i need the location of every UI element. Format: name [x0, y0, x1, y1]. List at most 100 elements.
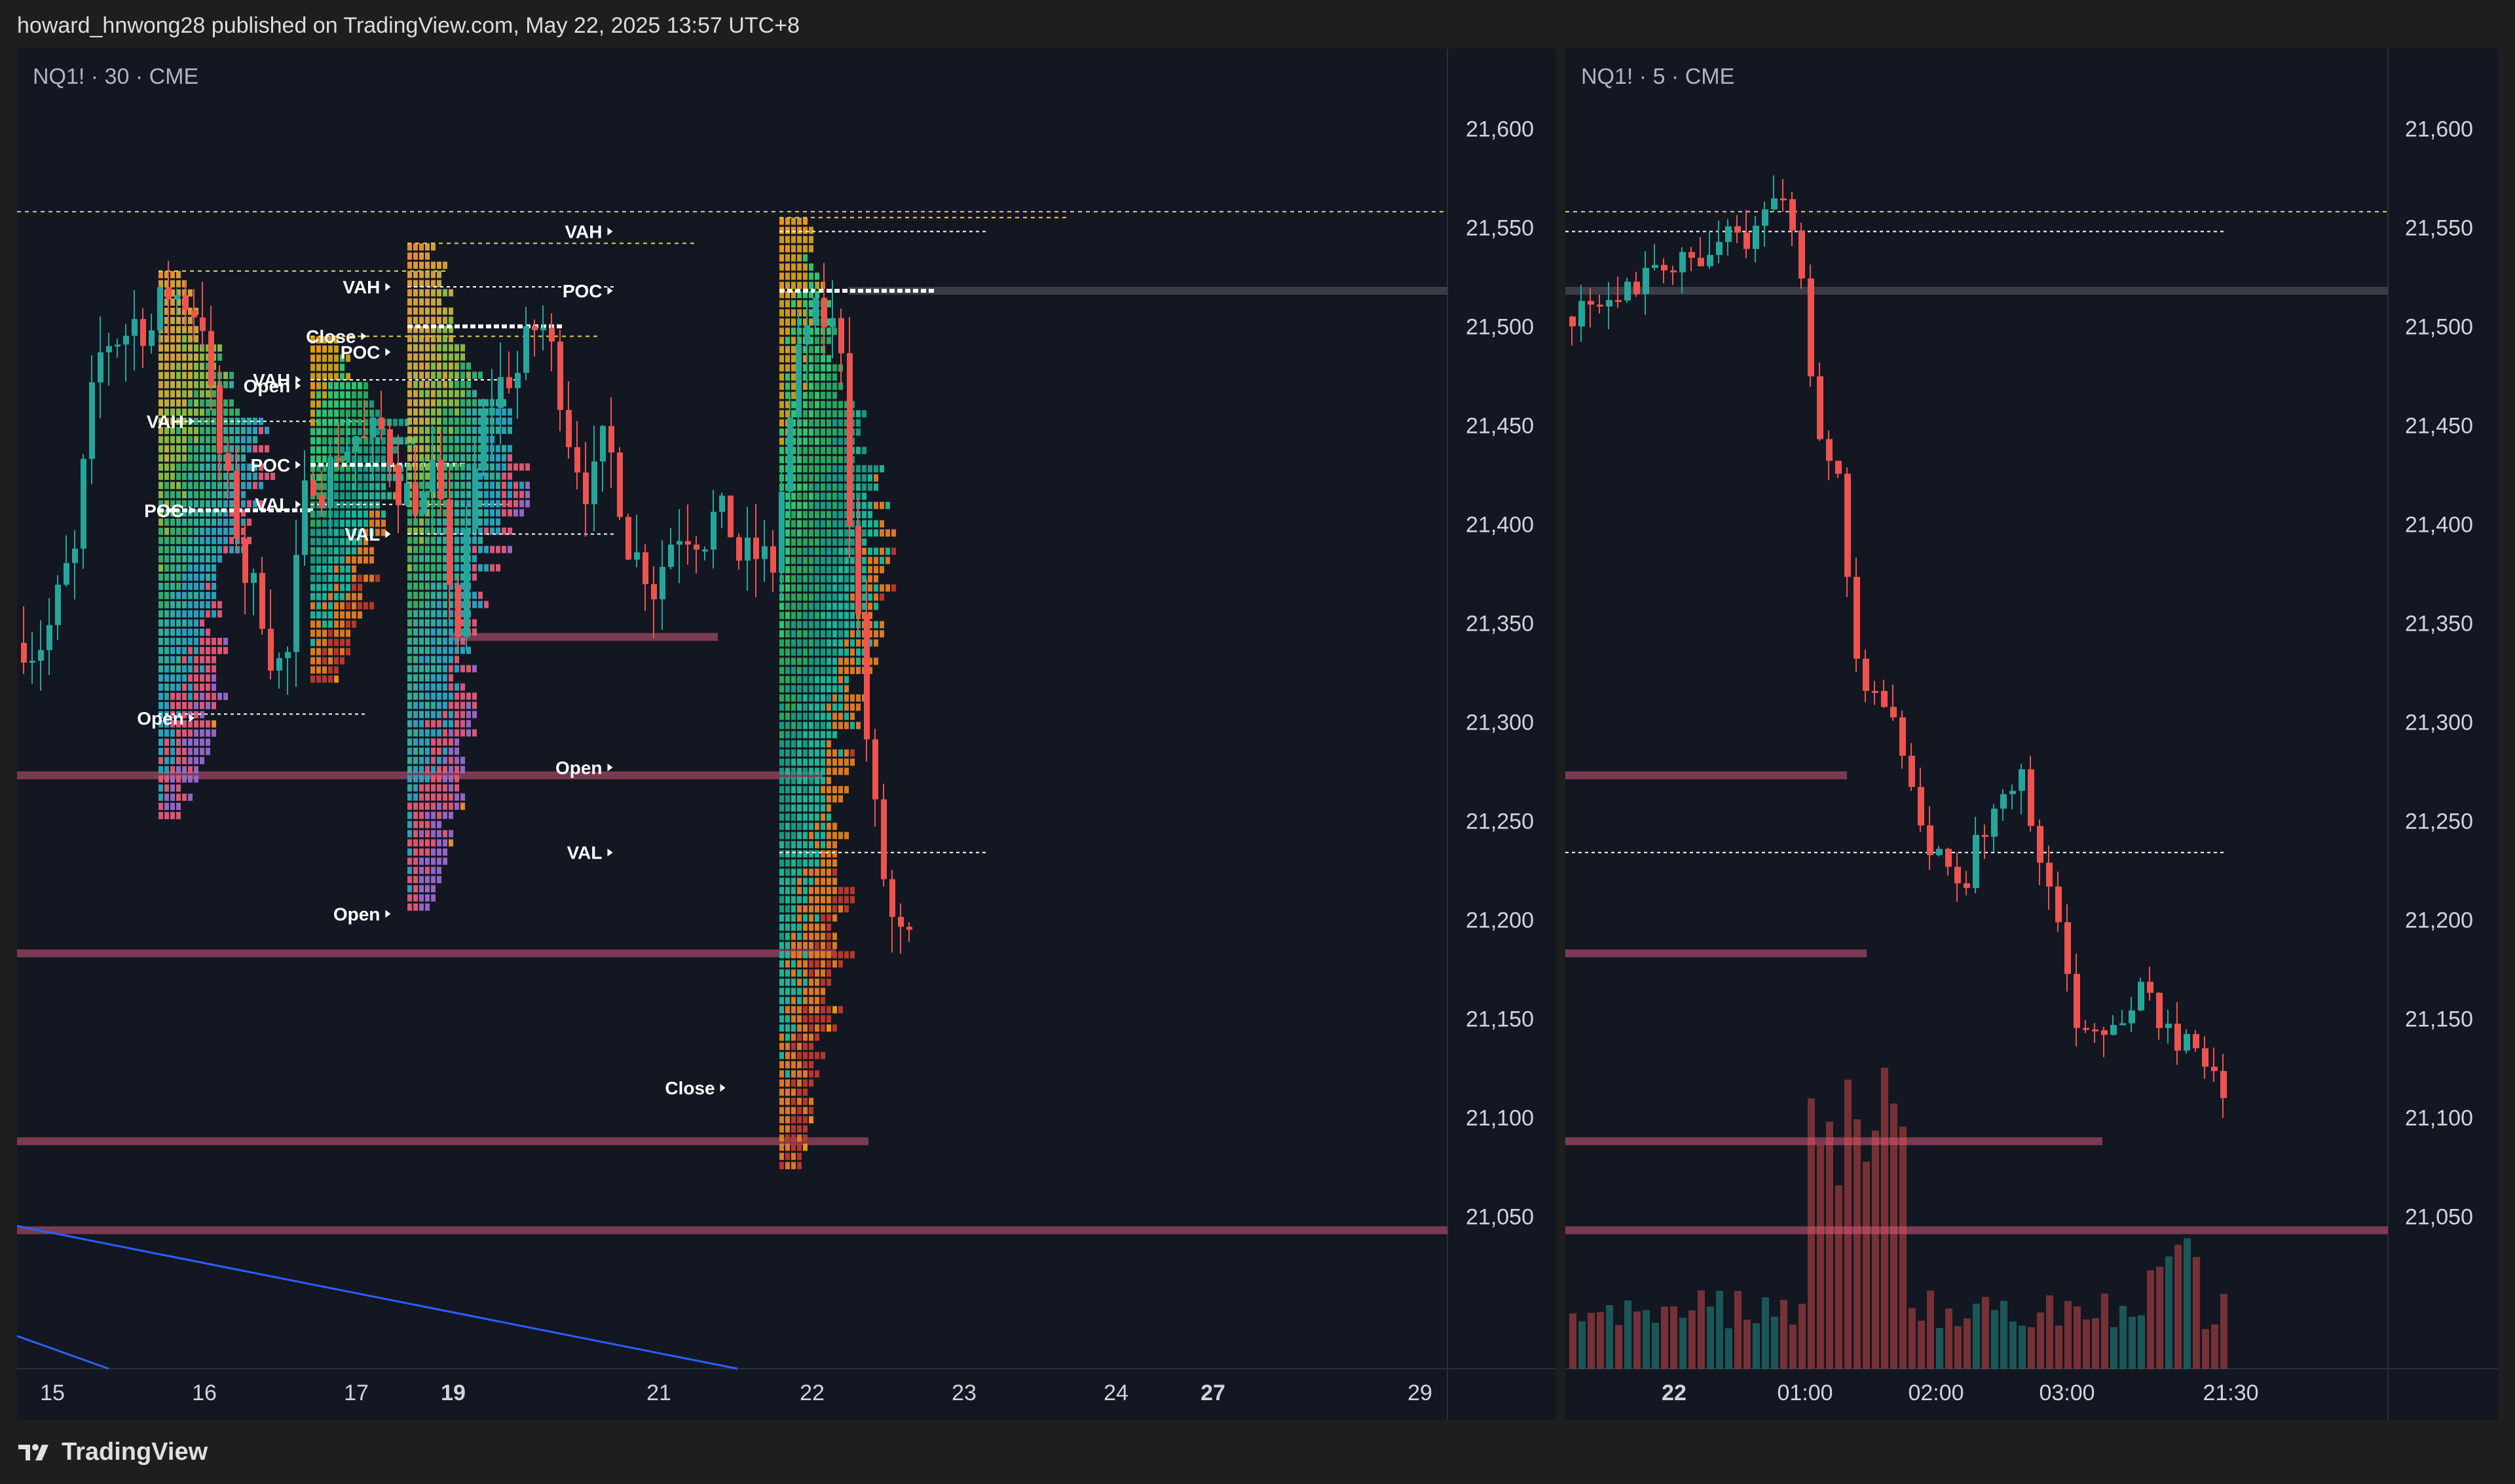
volume-profile-block — [797, 520, 802, 528]
volume-profile-block — [346, 574, 350, 582]
volume-profile-block — [431, 839, 436, 847]
volume-profile-block — [217, 518, 222, 526]
volume-profile-block — [785, 603, 790, 610]
volume-profile-block — [405, 418, 409, 426]
candle-body — [2055, 886, 2062, 923]
symbol-title-30min[interactable]: NQ1! · 30 · CME — [33, 64, 199, 89]
volume-profile-block — [455, 555, 459, 563]
volume-profile-block — [443, 445, 447, 453]
tradingview-brand[interactable]: TradingView — [18, 1437, 208, 1467]
volume-profile-block — [340, 354, 345, 362]
volume-profile-block — [334, 565, 339, 573]
volume-profile-block — [217, 692, 222, 700]
volume-profile-block — [241, 518, 246, 526]
volume-profile-block — [803, 639, 808, 647]
volume-profile-block — [310, 354, 315, 362]
volume-profile-block — [170, 298, 175, 306]
volume-profile-block — [803, 648, 808, 656]
volume-profile-block — [832, 447, 837, 454]
volume-profile-block — [176, 380, 181, 388]
volume-profile-block — [328, 657, 333, 665]
volume-bar — [1716, 1291, 1723, 1369]
volume-profile-block — [407, 316, 412, 324]
volume-profile-block — [241, 445, 246, 453]
chart-canvas-5min[interactable]: 21,60021,55021,50021,45021,40021,35021,3… — [1565, 48, 2498, 1420]
volume-profile-block — [844, 456, 849, 464]
volume-profile-block — [419, 573, 424, 581]
volume-profile-block — [868, 603, 872, 610]
volume-profile-block — [413, 261, 418, 269]
volume-profile-block — [176, 472, 181, 480]
volume-profile-block — [455, 692, 459, 700]
volume-profile-block — [490, 509, 494, 517]
price-tick-label: 21,450 — [2405, 413, 2473, 438]
candle-body — [157, 287, 163, 331]
candle-body — [174, 295, 180, 300]
volume-profile-block — [809, 612, 813, 620]
volume-profile-block — [844, 630, 849, 638]
volume-profile-block — [194, 472, 198, 480]
volume-profile-block — [815, 419, 819, 427]
volume-profile-block — [455, 656, 459, 663]
volume-profile-block — [791, 282, 796, 289]
volume-bar — [1661, 1307, 1668, 1369]
volume-profile-block — [791, 337, 796, 344]
volume-profile-block — [874, 529, 878, 537]
volume-profile-block — [809, 337, 813, 344]
candle-body — [574, 447, 580, 473]
candle-body — [481, 415, 487, 469]
volume-profile-block — [369, 510, 374, 518]
volume-profile-block — [472, 546, 477, 553]
volume-profile-block — [809, 841, 813, 849]
volume-profile-block — [803, 346, 808, 354]
volume-profile-block — [460, 445, 465, 453]
volume-profile-block — [779, 373, 784, 381]
volume-profile-block — [779, 933, 784, 940]
volume-profile-block — [856, 447, 861, 454]
volume-profile-block — [821, 1052, 825, 1060]
candle-body — [1918, 787, 1924, 826]
volume-profile-block — [832, 492, 837, 500]
symbol-title-5min[interactable]: NQ1! · 5 · CME — [1581, 64, 1735, 89]
volume-profile-block — [352, 611, 356, 619]
volume-profile-block — [815, 859, 819, 867]
volume-profile-block — [791, 676, 796, 684]
chart-pane-5min[interactable]: 21,600 21,550 21,500 21,450 21,400 21,350 21,3… — [1565, 48, 2498, 1420]
volume-profile-block — [460, 436, 465, 443]
volume-profile-block — [425, 573, 430, 581]
volume-profile-block — [437, 500, 441, 508]
volume-profile-block — [779, 401, 784, 409]
volume-profile-block — [310, 446, 315, 454]
volume-profile-block — [785, 1024, 790, 1032]
volume-profile-block — [340, 418, 345, 426]
price-tick-label: 21,550 — [1466, 215, 1534, 240]
chart-canvas-30min[interactable]: VAHPOCOpenVAHOpenPOCVALCloseVAHPOCVALOpe… — [17, 48, 1556, 1420]
volume-profile-block — [206, 454, 210, 462]
volume-profile-block — [821, 575, 825, 583]
volume-profile-block — [490, 454, 494, 462]
volume-profile-block — [791, 749, 796, 757]
volume-profile-block — [496, 509, 500, 517]
annotation-arrow-icon — [189, 714, 195, 722]
volume-profile-block — [407, 536, 412, 544]
volume-profile-block — [170, 665, 175, 673]
volume-profile-block — [449, 316, 453, 324]
volume-profile-block — [223, 436, 228, 443]
volume-profile-block — [791, 236, 796, 244]
volume-profile-block — [791, 850, 796, 858]
volume-profile-block — [827, 978, 831, 986]
volume-bar — [1624, 1300, 1631, 1369]
volume-profile-block — [431, 756, 436, 764]
volume-profile-block — [815, 538, 819, 546]
volume-profile-block — [455, 390, 459, 398]
time-tick-label: 22 — [1662, 1381, 1686, 1405]
volume-profile-block — [241, 500, 246, 508]
volume-profile-block — [803, 236, 808, 244]
candle-body — [872, 739, 878, 800]
chart-pane-30min[interactable]: VAH POC Open VAH Open POC VAL Close VAH POC VAL Ope… — [17, 48, 1556, 1420]
volume-profile-block — [868, 557, 872, 565]
volume-profile-block — [322, 547, 327, 555]
volume-profile-block — [188, 656, 193, 663]
volume-profile-block — [827, 1015, 831, 1023]
volume-profile-block — [431, 802, 436, 810]
